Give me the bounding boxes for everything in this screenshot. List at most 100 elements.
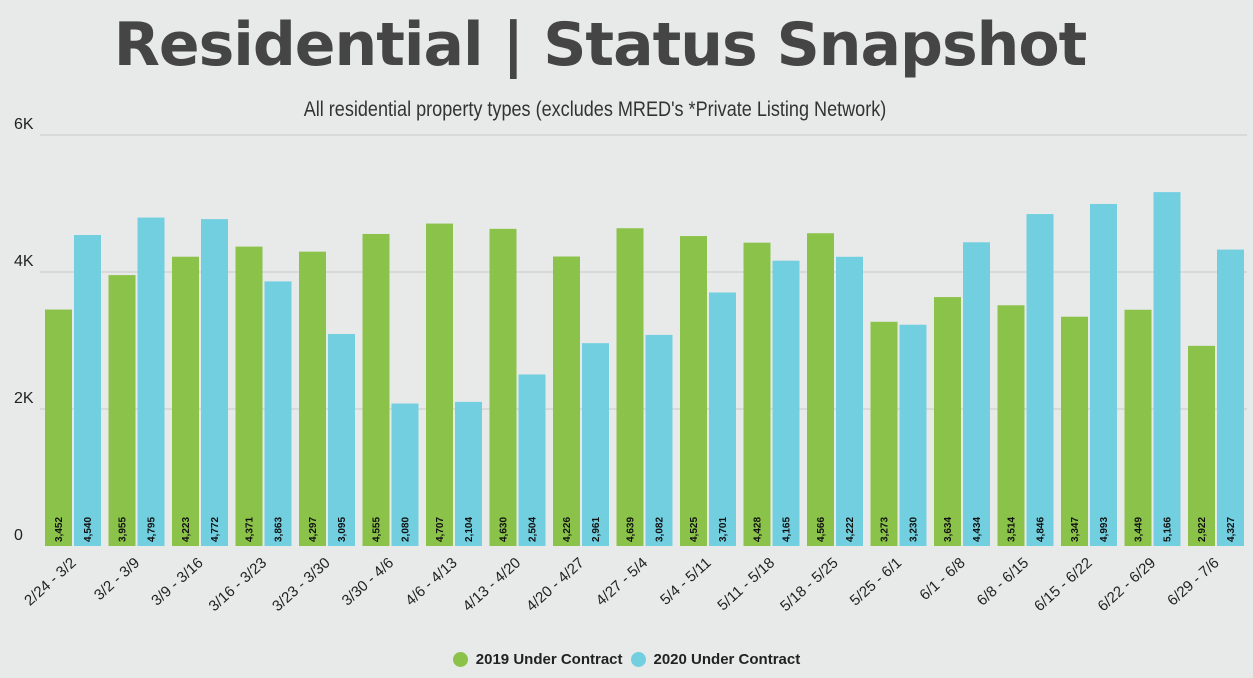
data-label: 4,707 (435, 517, 446, 542)
bar-2019 (235, 246, 263, 547)
bar-2019 (870, 321, 898, 546)
bar-2020 (74, 235, 101, 546)
data-label: 4,434 (972, 517, 983, 542)
legend-swatch-2020 (630, 652, 646, 667)
x-axis: 2/24 - 3/2 3/2 - 3/9 3/9 - 3/163/16 - 3/23… (21, 554, 1222, 615)
legend-label-2020: 2020 Under Contract (653, 651, 801, 668)
bar-2019 (807, 233, 834, 546)
y-tick-label: 6K (14, 116, 34, 133)
bar-2020 (963, 242, 990, 546)
bar-2020 (328, 333, 355, 546)
data-label: 3,273 (880, 517, 891, 542)
x-tick-label: 6/22 - 6/29 (1095, 554, 1160, 615)
bar-2020 (1090, 203, 1117, 547)
x-tick-label: 5/11 - 5/18 (714, 554, 778, 614)
data-label: 3,514 (1007, 517, 1018, 542)
x-tick-label: 4/20 - 4/27 (523, 554, 588, 615)
bar-2019 (1061, 316, 1088, 546)
bar-2019 (362, 233, 390, 547)
data-label: 3,863 (274, 517, 285, 542)
data-label: 3,701 (718, 517, 729, 542)
x-tick-label: 4/13 - 4/20 (460, 554, 525, 615)
bar-2019 (1188, 345, 1215, 546)
data-label: 3,082 (655, 517, 666, 542)
bar-2019 (934, 297, 961, 546)
data-label: 4,222 (845, 517, 856, 542)
bar-2019 (299, 251, 326, 546)
bar-2019 (1124, 309, 1152, 546)
x-tick-label: 3/23 - 3/30 (269, 554, 334, 615)
bar-2020 (391, 403, 419, 546)
data-label: 4,223 (181, 517, 192, 542)
data-label: 4,371 (245, 517, 256, 542)
x-tick-label: 4/27 - 5/4 (593, 554, 651, 609)
x-tick-label: 5/4 - 5/11 (657, 554, 715, 608)
bar-2019 (45, 309, 72, 546)
data-label: 4,639 (626, 517, 637, 542)
bar-2019 (108, 275, 136, 546)
bars: 3,452 4,540 3,955 4,795 4,223 4,772 4,371 3,863… (45, 192, 1244, 547)
data-label: 4,630 (499, 517, 510, 542)
data-label: 4,327 (1226, 517, 1237, 542)
data-label: 3,347 (1070, 517, 1081, 542)
y-tick-label: 0 (14, 527, 23, 544)
data-label: 3,955 (118, 517, 129, 542)
bar-2020 (137, 217, 165, 547)
chart-subtitle: All residential property types (excludes… (303, 98, 887, 121)
bar-2020 (1026, 214, 1054, 546)
data-label: 4,772 (210, 517, 221, 542)
bar-2019 (489, 228, 517, 546)
data-label: 2,504 (528, 517, 539, 542)
x-tick-label: 5/25 - 6/1 (847, 554, 905, 609)
x-tick-label: 3/16 - 3/23 (206, 554, 271, 615)
data-label: 5,166 (1163, 517, 1174, 542)
bar-2020 (264, 281, 292, 546)
x-tick-label: 3/9 - 3/16 (148, 554, 206, 609)
bar-2020 (1153, 192, 1181, 546)
bar-2019 (680, 236, 707, 546)
x-tick-label: 2/24 - 3/2 (21, 554, 79, 609)
data-label: 4,226 (562, 517, 573, 542)
x-tick-label: 6/15 - 6/22 (1031, 554, 1096, 615)
x-tick-label: 6/1 - 6/8 (916, 554, 968, 603)
x-tick-label: 6/8 - 6/15 (974, 554, 1032, 609)
legend-item-2020[interactable]: 2020 Under Contract (630, 651, 801, 668)
data-label: 4,846 (1036, 517, 1047, 542)
y-tick-label: 4K (14, 253, 34, 270)
x-tick-label: 3/30 - 4/6 (339, 554, 397, 609)
bar-2019 (616, 228, 644, 546)
bar-2020 (1217, 249, 1244, 546)
data-label: 4,555 (372, 517, 383, 542)
legend: 2019 Under Contract 2020 Under Contract (0, 651, 1253, 668)
bar-2020 (836, 256, 863, 546)
data-label: 3,452 (54, 517, 65, 542)
bar-2020 (899, 324, 927, 546)
data-label: 2,961 (591, 517, 602, 542)
bar-2020 (645, 334, 673, 546)
bar-2020 (772, 260, 800, 546)
x-tick-label: 4/6 - 4/13 (402, 554, 460, 609)
data-label: 4,297 (308, 517, 319, 542)
data-label: 4,165 (782, 517, 793, 542)
data-label: 4,795 (147, 517, 158, 542)
y-tick-label: 2K (14, 390, 34, 407)
data-label: 2,080 (401, 517, 412, 542)
bar-2020 (518, 374, 546, 546)
y-axis: 0 2K 4K 6K (14, 116, 34, 544)
x-tick-label: 3/2 - 3/9 (91, 554, 143, 603)
data-label: 2,922 (1197, 517, 1208, 542)
legend-label-2019: 2019 Under Contract (475, 651, 623, 668)
data-label: 4,525 (689, 517, 700, 542)
bar-2019 (172, 256, 199, 546)
bar-2020 (201, 219, 228, 547)
bar-2020 (582, 343, 609, 546)
legend-item-2019[interactable]: 2019 Under Contract (452, 651, 623, 668)
data-label: 3,095 (337, 517, 348, 542)
bar-2019 (997, 305, 1025, 546)
data-label: 4,428 (753, 517, 764, 542)
bar-2019 (743, 242, 771, 546)
data-label: 3,449 (1134, 517, 1145, 542)
bar-2020 (709, 292, 736, 546)
data-label: 4,566 (816, 517, 827, 542)
